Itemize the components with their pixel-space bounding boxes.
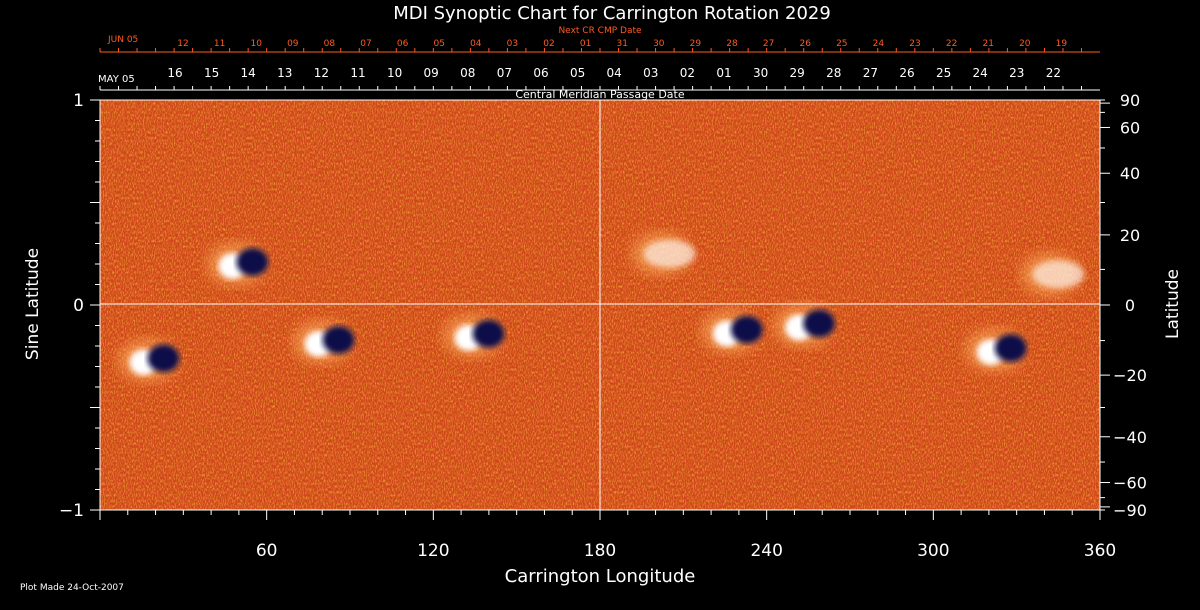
next-cr-day-label: 05 — [433, 39, 444, 49]
active-region-2 — [117, 338, 180, 383]
next-cr-day-label: 29 — [690, 39, 702, 49]
next-cr-day-label: 06 — [397, 39, 409, 49]
negative-patch — [730, 315, 763, 344]
lat-tick-label: −20 — [1113, 366, 1147, 385]
next-cr-day-label: 09 — [287, 39, 299, 49]
cmp-day-label: 08 — [460, 66, 475, 80]
positive-patch — [643, 239, 696, 268]
next-cr-day-label: 10 — [250, 39, 262, 49]
next-cr-day-label: 11 — [214, 39, 225, 49]
cmp-day-label: 30 — [753, 66, 768, 80]
y-tick-label: 1 — [73, 91, 84, 111]
next-cr-day-label: 12 — [177, 39, 188, 49]
axis-ticks: 60 120 180 240 300 36010−1906040200−20−40−60−… — [59, 48, 1147, 561]
x-tick-label: 240 — [750, 541, 782, 561]
lat-tick-label: 20 — [1120, 226, 1140, 245]
lat-tick-label: 60 — [1120, 118, 1140, 137]
next-cr-day-label: 07 — [360, 39, 371, 49]
next-cr-day-label: 19 — [1056, 39, 1068, 49]
active-region-4 — [442, 313, 505, 358]
next-cr-day-label: 02 — [543, 39, 554, 49]
top-axis-labels: 12 11 10 09 08 07 06 05 04 03 02 01 31 30 29 28 27 26 25 24… — [167, 39, 1067, 80]
x-tick-label: 300 — [917, 541, 949, 561]
y-axis-label: Sine Latitude — [23, 248, 43, 360]
x-axis-label: Carrington Longitude — [505, 566, 696, 587]
active-region-8 — [964, 328, 1027, 373]
next-cr-day-label: 22 — [946, 39, 957, 49]
x-tick-label: 120 — [417, 541, 449, 561]
y-tick-label: −1 — [59, 501, 84, 521]
negative-patch — [472, 319, 505, 348]
lat-tick-label: 0 — [1125, 296, 1135, 315]
negative-patch — [236, 248, 269, 276]
next-cr-day-label: 21 — [982, 39, 993, 49]
negative-patch — [994, 334, 1027, 363]
lat-tick-label: 90 — [1120, 91, 1140, 110]
cmp-axis-label: Central Meridian Passage Date — [515, 88, 684, 101]
cmp-day-label: 06 — [533, 66, 548, 80]
next-cr-day-label: 27 — [763, 39, 774, 49]
next-cr-day-label: 08 — [324, 39, 336, 49]
lat-tick-label: 40 — [1120, 164, 1140, 183]
negative-patch — [322, 325, 355, 354]
cmp-day-label: 11 — [350, 66, 365, 80]
active-regions — [117, 231, 1085, 383]
cmp-day-label: 07 — [497, 66, 512, 80]
active-region-3 — [292, 319, 355, 364]
next-cr-month: JUN 05 — [107, 35, 138, 45]
next-cr-day-label: 31 — [616, 39, 627, 49]
lat-tick-label: −60 — [1113, 474, 1147, 493]
chart-title: MDI Synoptic Chart for Carrington Rotati… — [393, 3, 831, 24]
next-cr-day-label: 20 — [1019, 39, 1031, 49]
lat-tick-label: −90 — [1113, 501, 1147, 520]
lat-tick-label: −40 — [1113, 428, 1147, 447]
cmp-day-label: 15 — [204, 66, 219, 80]
next-cr-day-label: 25 — [836, 39, 847, 49]
next-cr-day-label: 28 — [726, 39, 738, 49]
negative-patch — [147, 344, 180, 373]
cmp-day-label: 04 — [607, 66, 622, 80]
next-cr-day-label: 04 — [470, 39, 482, 49]
next-cr-label: Next CR CMP Date — [558, 26, 642, 36]
cmp-day-label: 09 — [424, 66, 439, 80]
next-cr-day-label: 30 — [653, 39, 665, 49]
cmp-day-label: 14 — [241, 66, 256, 80]
active-region-5 — [631, 231, 696, 276]
cmp-day-label: 27 — [863, 66, 878, 80]
cmp-day-label: 12 — [314, 66, 329, 80]
next-cr-day-label: 01 — [580, 39, 591, 49]
next-cr-day-label: 26 — [799, 39, 811, 49]
cmp-month: MAY 05 — [98, 74, 135, 85]
cmp-day-label: 28 — [826, 66, 841, 80]
plot-made-note: Plot Made 24-Oct-2007 — [20, 583, 124, 593]
positive-patch — [1032, 260, 1085, 289]
next-cr-day-label: 24 — [873, 39, 885, 49]
next-cr-day-label: 03 — [507, 39, 518, 49]
x-tick-label: 60 — [256, 541, 278, 561]
active-region-6 — [700, 309, 763, 354]
cmp-day-label: 01 — [716, 66, 731, 80]
active-region-1 — [206, 242, 269, 286]
cmp-day-label: 26 — [899, 66, 914, 80]
cmp-day-label: 29 — [790, 66, 805, 80]
y-tick-label: 0 — [73, 296, 84, 316]
cmp-day-label: 05 — [570, 66, 585, 80]
cmp-day-label: 13 — [277, 66, 292, 80]
x-tick-label: 180 — [584, 541, 616, 561]
cmp-day-label: 22 — [1046, 66, 1061, 80]
x-tick-label: 360 — [1084, 541, 1116, 561]
cmp-day-label: 10 — [387, 66, 402, 80]
cmp-day-label: 03 — [643, 66, 658, 80]
active-region-7 — [773, 303, 836, 348]
active-region-9 — [1020, 252, 1085, 297]
cmp-day-label: 23 — [1009, 66, 1024, 80]
cmp-day-label: 02 — [680, 66, 695, 80]
cmp-day-label: 24 — [973, 66, 988, 80]
next-cr-day-label: 23 — [909, 39, 920, 49]
cmp-day-label: 16 — [167, 66, 182, 80]
cmp-day-label: 25 — [936, 66, 951, 80]
y-axis-right-label: Latitude — [1163, 269, 1183, 339]
negative-patch — [803, 309, 836, 338]
